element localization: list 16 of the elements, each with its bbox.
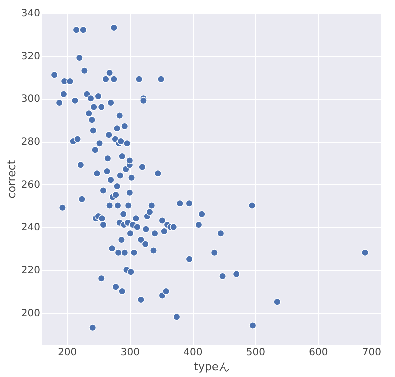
- y-tick-label: 320: [21, 51, 40, 62]
- x-tick-label: 200: [58, 348, 78, 358]
- x-tick-label: 600: [309, 348, 328, 358]
- y-tick-label: 200: [21, 308, 40, 320]
- x-tick-label: 700: [362, 348, 382, 358]
- x-axis-title: typeん: [194, 360, 230, 374]
- y-tick-label: 340: [21, 8, 40, 20]
- x-tick-label: 300: [120, 348, 140, 358]
- y-tick-label: 240: [21, 222, 40, 234]
- y-tick-label: 260: [21, 180, 40, 191]
- x-tick-label: 400: [184, 348, 203, 358]
- y-tick-label: 220: [21, 266, 40, 277]
- x-tick-label: 500: [246, 348, 266, 358]
- y-axis-title: correct: [5, 160, 18, 199]
- y-tick-label: 300: [21, 94, 40, 106]
- y-tick-label: 280: [21, 137, 40, 148]
